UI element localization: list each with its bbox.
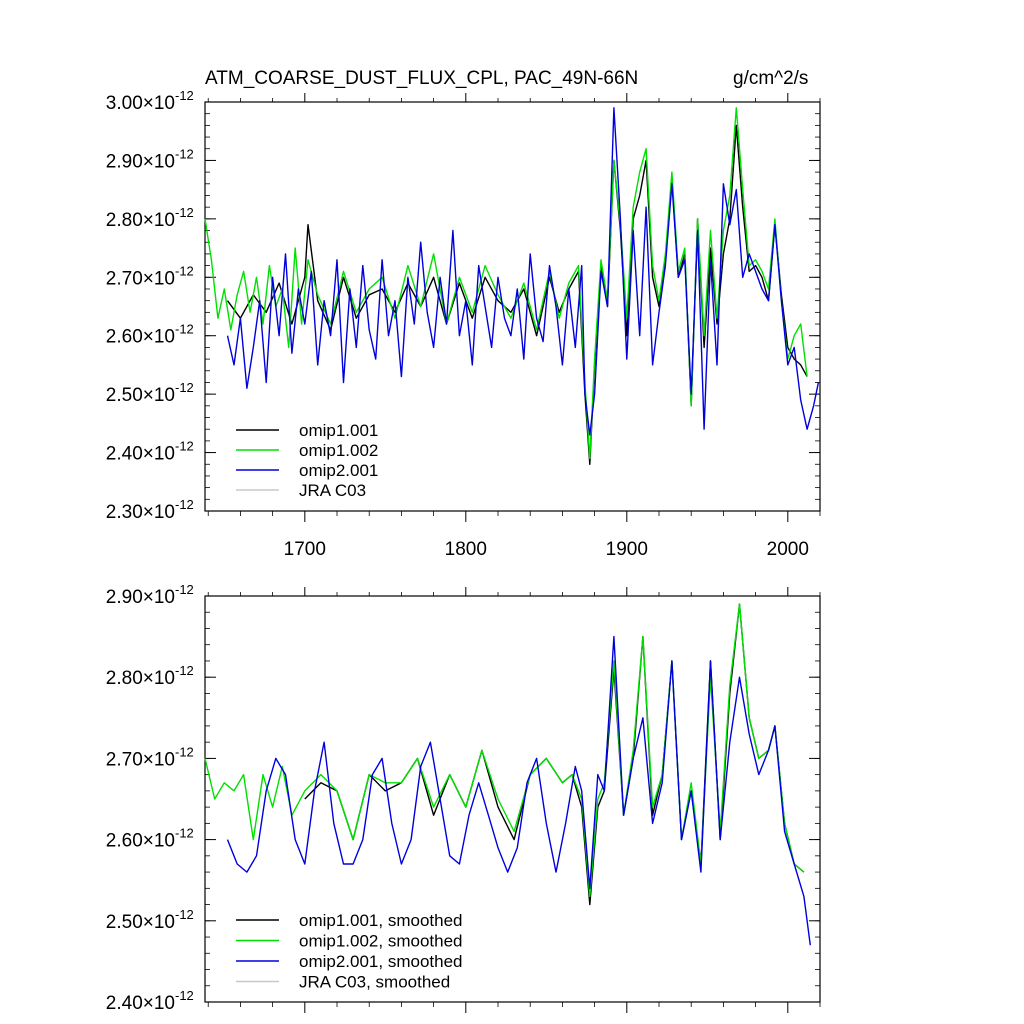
legend-label: JRA C03, smoothed	[299, 973, 450, 992]
y-tick-label: 2.40×10	[106, 444, 175, 465]
y-tick-exponent: -12	[175, 826, 194, 841]
y-tick-label: 2.70×10	[106, 749, 175, 770]
y-tick-exponent: -12	[175, 439, 194, 454]
chart-title: ATM_COARSE_DUST_FLUX_CPL, PAC_49N-66N	[205, 68, 638, 89]
legend-label: omip1.001	[299, 421, 378, 440]
y-tick-label: 2.60×10	[106, 831, 175, 852]
panel-bottom: 2.40×10 -122.50×10 -122.60×10 -122.70×10 -12…	[106, 582, 821, 1014]
series-top	[204, 107, 820, 465]
series-bottom	[204, 603, 811, 946]
panel-top: ATM_COARSE_DUST_FLUX_CPL, PAC_49N-66N g/…	[106, 68, 821, 560]
x-tick-label: 1900	[606, 539, 648, 560]
y-tick-exponent: -12	[175, 988, 194, 1003]
x-tick-label: 1700	[284, 539, 326, 560]
legend-label: omip1.002, smoothed	[299, 932, 463, 951]
ticks-top: 2.30×10 -122.40×10 -122.50×10 -122.60×10 -12…	[106, 88, 821, 560]
y-tick-exponent: -12	[175, 88, 194, 103]
legend-label: omip2.001	[299, 461, 378, 480]
legend-label: omip1.001, smoothed	[299, 911, 463, 930]
chart-units: g/cm^2/s	[733, 68, 808, 89]
y-tick-label: 2.50×10	[106, 385, 175, 406]
y-tick-exponent: -12	[175, 663, 194, 678]
series-line-2	[204, 107, 808, 460]
x-tick-label: 1800	[445, 539, 487, 560]
y-tick-label: 2.70×10	[106, 268, 175, 289]
x-tick-label: 2000	[767, 539, 809, 560]
y-tick-label: 2.30×10	[106, 502, 175, 523]
legend-label: omip2.001, smoothed	[299, 952, 463, 971]
y-tick-exponent: -12	[175, 146, 194, 161]
y-tick-exponent: -12	[175, 205, 194, 220]
series-line-2	[204, 603, 805, 898]
legend-label: omip1.002	[299, 441, 378, 460]
y-tick-label: 2.40×10	[106, 993, 175, 1014]
y-tick-exponent: -12	[175, 380, 194, 395]
y-tick-label: 3.00×10	[106, 93, 175, 114]
series-line-3	[226, 635, 811, 946]
plot-frame-top	[204, 101, 821, 512]
y-tick-label: 2.80×10	[106, 668, 175, 689]
plot-frame-bottom	[204, 595, 821, 1003]
y-tick-label: 2.50×10	[106, 912, 175, 933]
y-tick-label: 2.60×10	[106, 327, 175, 348]
y-tick-exponent: -12	[175, 263, 194, 278]
legend-bottom: omip1.001, smoothed omip1.002, smoothedom…	[236, 911, 463, 992]
y-tick-label: 2.80×10	[106, 210, 175, 231]
y-tick-label: 2.90×10	[106, 587, 175, 608]
legend-label: JRA C03	[299, 481, 366, 500]
y-tick-exponent: -12	[175, 744, 194, 759]
y-tick-exponent: -12	[175, 907, 194, 922]
ticks-bottom: 2.40×10 -122.50×10 -122.60×10 -122.70×10 -12…	[106, 582, 821, 1014]
y-tick-exponent: -12	[175, 322, 194, 337]
series-line-3	[226, 107, 820, 436]
y-tick-exponent: -12	[175, 497, 194, 512]
y-tick-exponent: -12	[175, 582, 194, 597]
y-tick-label: 2.90×10	[106, 151, 175, 172]
